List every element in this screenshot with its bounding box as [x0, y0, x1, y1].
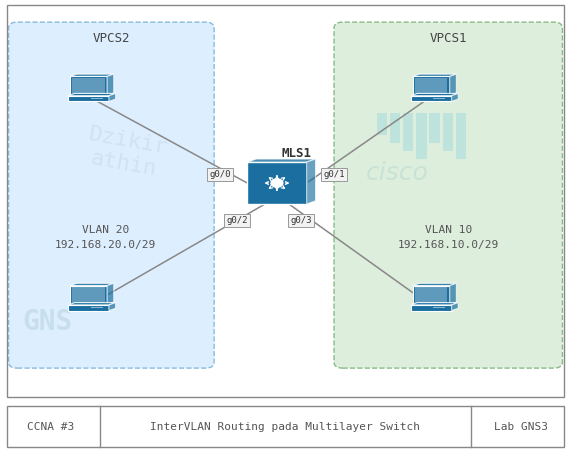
Polygon shape: [411, 303, 458, 305]
Text: g0/2: g0/2: [226, 216, 248, 225]
Polygon shape: [450, 283, 456, 304]
Text: CCNA #3: CCNA #3: [27, 422, 74, 432]
Polygon shape: [70, 76, 107, 95]
FancyBboxPatch shape: [390, 113, 400, 143]
FancyBboxPatch shape: [377, 113, 387, 135]
Polygon shape: [91, 307, 103, 308]
Polygon shape: [70, 283, 114, 285]
Polygon shape: [412, 74, 456, 76]
Polygon shape: [433, 307, 445, 308]
Polygon shape: [433, 98, 445, 99]
FancyBboxPatch shape: [429, 113, 440, 143]
Polygon shape: [72, 78, 105, 94]
Polygon shape: [412, 283, 456, 285]
Polygon shape: [70, 285, 107, 304]
Polygon shape: [107, 74, 114, 95]
Polygon shape: [412, 285, 450, 304]
Polygon shape: [411, 93, 458, 96]
Polygon shape: [68, 96, 109, 101]
Text: g0/0: g0/0: [209, 170, 231, 179]
Polygon shape: [247, 162, 307, 204]
Text: Lab GNS3: Lab GNS3: [494, 422, 548, 432]
Polygon shape: [70, 74, 114, 76]
Polygon shape: [68, 303, 115, 305]
Polygon shape: [307, 159, 316, 204]
Polygon shape: [72, 287, 105, 303]
FancyBboxPatch shape: [334, 22, 562, 368]
Polygon shape: [411, 96, 452, 101]
Polygon shape: [415, 287, 448, 303]
Polygon shape: [109, 303, 115, 311]
Text: g0/1: g0/1: [323, 170, 345, 179]
Text: GNS: GNS: [23, 308, 73, 336]
Text: g0/3: g0/3: [290, 216, 312, 225]
Text: InterVLAN Routing pada Multilayer Switch: InterVLAN Routing pada Multilayer Switch: [151, 422, 420, 432]
Polygon shape: [411, 305, 452, 311]
Text: VPCS1: VPCS1: [429, 32, 467, 45]
Polygon shape: [247, 159, 316, 162]
Polygon shape: [450, 74, 456, 95]
Polygon shape: [68, 93, 115, 96]
Text: VPCS2: VPCS2: [93, 32, 130, 45]
Text: MLS1: MLS1: [282, 147, 311, 160]
Polygon shape: [109, 93, 115, 101]
Text: Dzikir
athin: Dzikir athin: [82, 124, 169, 181]
Polygon shape: [415, 78, 448, 94]
Text: cisco: cisco: [365, 161, 428, 185]
FancyBboxPatch shape: [403, 113, 413, 151]
Polygon shape: [91, 98, 103, 99]
Polygon shape: [452, 93, 458, 101]
Polygon shape: [452, 303, 458, 311]
Circle shape: [271, 179, 283, 187]
Polygon shape: [68, 305, 109, 311]
FancyBboxPatch shape: [9, 22, 214, 368]
FancyBboxPatch shape: [416, 113, 427, 159]
FancyBboxPatch shape: [443, 113, 453, 151]
Text: VLAN 20
192.168.20.0/29: VLAN 20 192.168.20.0/29: [55, 225, 156, 250]
Polygon shape: [107, 283, 114, 304]
Polygon shape: [412, 76, 450, 95]
FancyBboxPatch shape: [456, 113, 466, 159]
Text: VLAN 10
192.168.10.0/29: VLAN 10 192.168.10.0/29: [397, 225, 499, 250]
